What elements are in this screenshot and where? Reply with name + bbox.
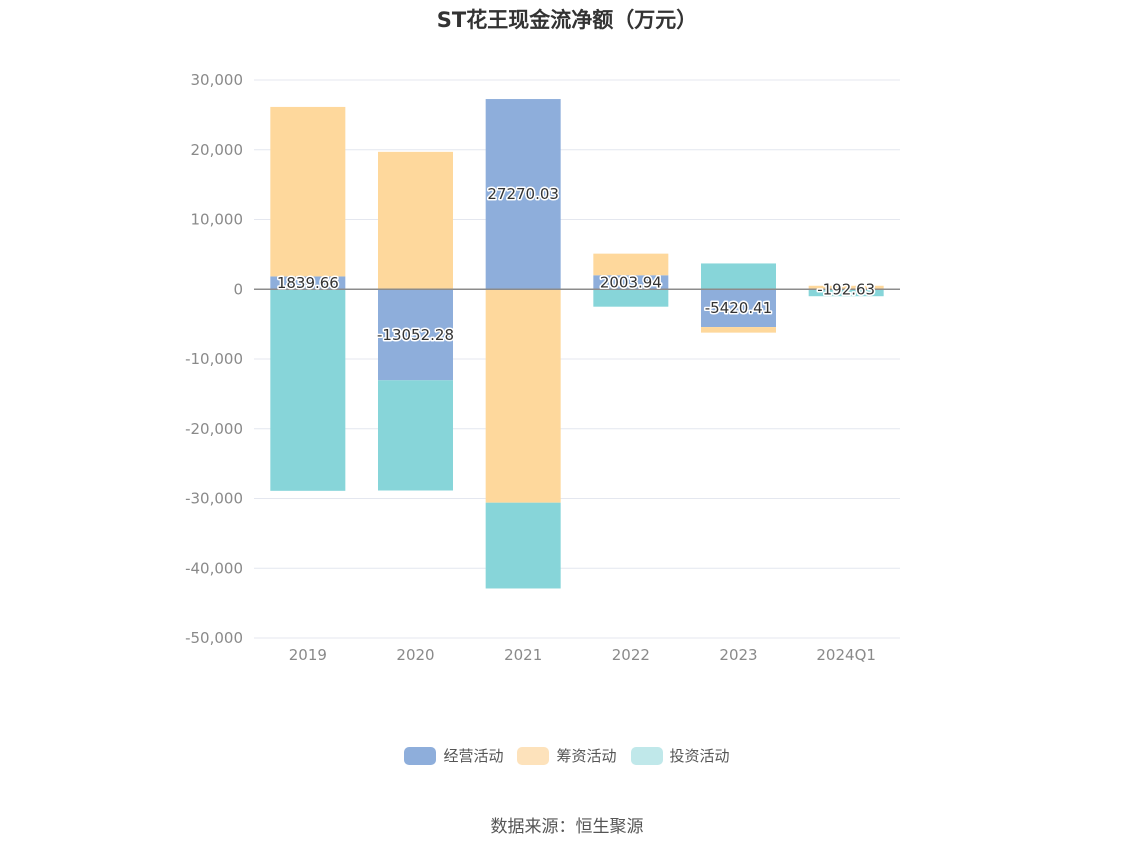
data-label-halo: 27270.03 [487, 185, 559, 203]
data-label-halo: 1839.66 [277, 274, 339, 292]
legend-label-financing: 筹资活动 [556, 747, 617, 765]
chart-title: ST花王现金流净额（万元） [436, 8, 698, 32]
data-label: 2003.94 [600, 273, 662, 291]
data-label-halo: -192.63 [817, 280, 875, 298]
y-tick-label: -30,000 [185, 490, 243, 508]
bar-segment[interactable] [270, 106, 346, 277]
legend-item-financing[interactable]: 筹资活动 [517, 745, 617, 766]
y-tick-label: -20,000 [185, 420, 243, 438]
bar-segment[interactable] [485, 99, 561, 290]
data-label-halo: -13052.28 [377, 326, 454, 344]
y-tick-label: 10,000 [191, 211, 244, 229]
y-tick-label: 0 [233, 280, 243, 298]
y-tick-label: -40,000 [185, 559, 243, 577]
data-source-note: 数据来源：恒生聚源 [490, 817, 644, 837]
y-tick-label: 20,000 [191, 141, 244, 159]
data-label-halo: 2003.94 [600, 273, 662, 291]
x-tick-label: 2023 [719, 646, 757, 664]
bar-segment[interactable] [701, 289, 776, 328]
bar-segment[interactable] [808, 285, 884, 290]
bar-segment[interactable] [270, 276, 346, 290]
data-label: -5420.41 [705, 299, 772, 317]
legend-label-investing: 投资活动 [669, 747, 730, 765]
x-tick-label: 2021 [504, 646, 542, 664]
bar-segment[interactable] [701, 327, 776, 333]
x-tick-label: 2020 [396, 646, 434, 664]
bar-segment[interactable] [701, 263, 776, 290]
bar-segment[interactable] [378, 380, 453, 491]
y-tick-label: -10,000 [185, 350, 243, 368]
legend: 经营活动 筹资活动 投资活动 [0, 745, 1134, 766]
bar-segment[interactable] [593, 289, 669, 307]
x-tick-label: 2022 [612, 646, 650, 664]
grid-lines [254, 79, 900, 639]
data-label: -13052.28 [377, 326, 454, 344]
x-tick-label: 2019 [289, 646, 327, 664]
legend-label-operating: 经营活动 [443, 747, 504, 765]
bar-segment[interactable] [593, 275, 669, 290]
x-tick-label: 2024Q1 [816, 646, 876, 664]
legend-swatch-financing [517, 746, 550, 765]
bar-segment[interactable] [593, 253, 669, 276]
y-axis-ticks: 30,000 20,000 10,000 0 -10,000 -20,000 -30,000… [185, 71, 243, 647]
bar-segment[interactable] [485, 289, 561, 503]
bar-segment[interactable] [270, 289, 346, 491]
y-tick-label: 30,000 [191, 71, 244, 89]
legend-swatch-investing [630, 746, 663, 765]
bar-segment[interactable] [485, 502, 561, 589]
data-label-halo: -5420.41 [705, 299, 772, 317]
legend-item-operating[interactable]: 经营活动 [404, 745, 503, 766]
bar-segment[interactable] [808, 289, 884, 297]
data-label: 1839.66 [277, 274, 339, 292]
x-axis-ticks: 2019 2020 2021 2022 2023 2024Q1 [289, 646, 876, 664]
bar-segment[interactable] [378, 151, 453, 290]
legend-item-investing[interactable]: 投资活动 [630, 745, 730, 766]
y-tick-label: -50,000 [185, 629, 243, 647]
bar-segment[interactable] [378, 289, 453, 381]
bars [270, 99, 884, 589]
data-label: 27270.03 [487, 185, 559, 203]
data-labels: 1839.661839.66-13052.28-13052.2827270.03… [275, 184, 876, 346]
data-label: -192.63 [817, 280, 875, 298]
legend-swatch-operating [404, 746, 437, 765]
